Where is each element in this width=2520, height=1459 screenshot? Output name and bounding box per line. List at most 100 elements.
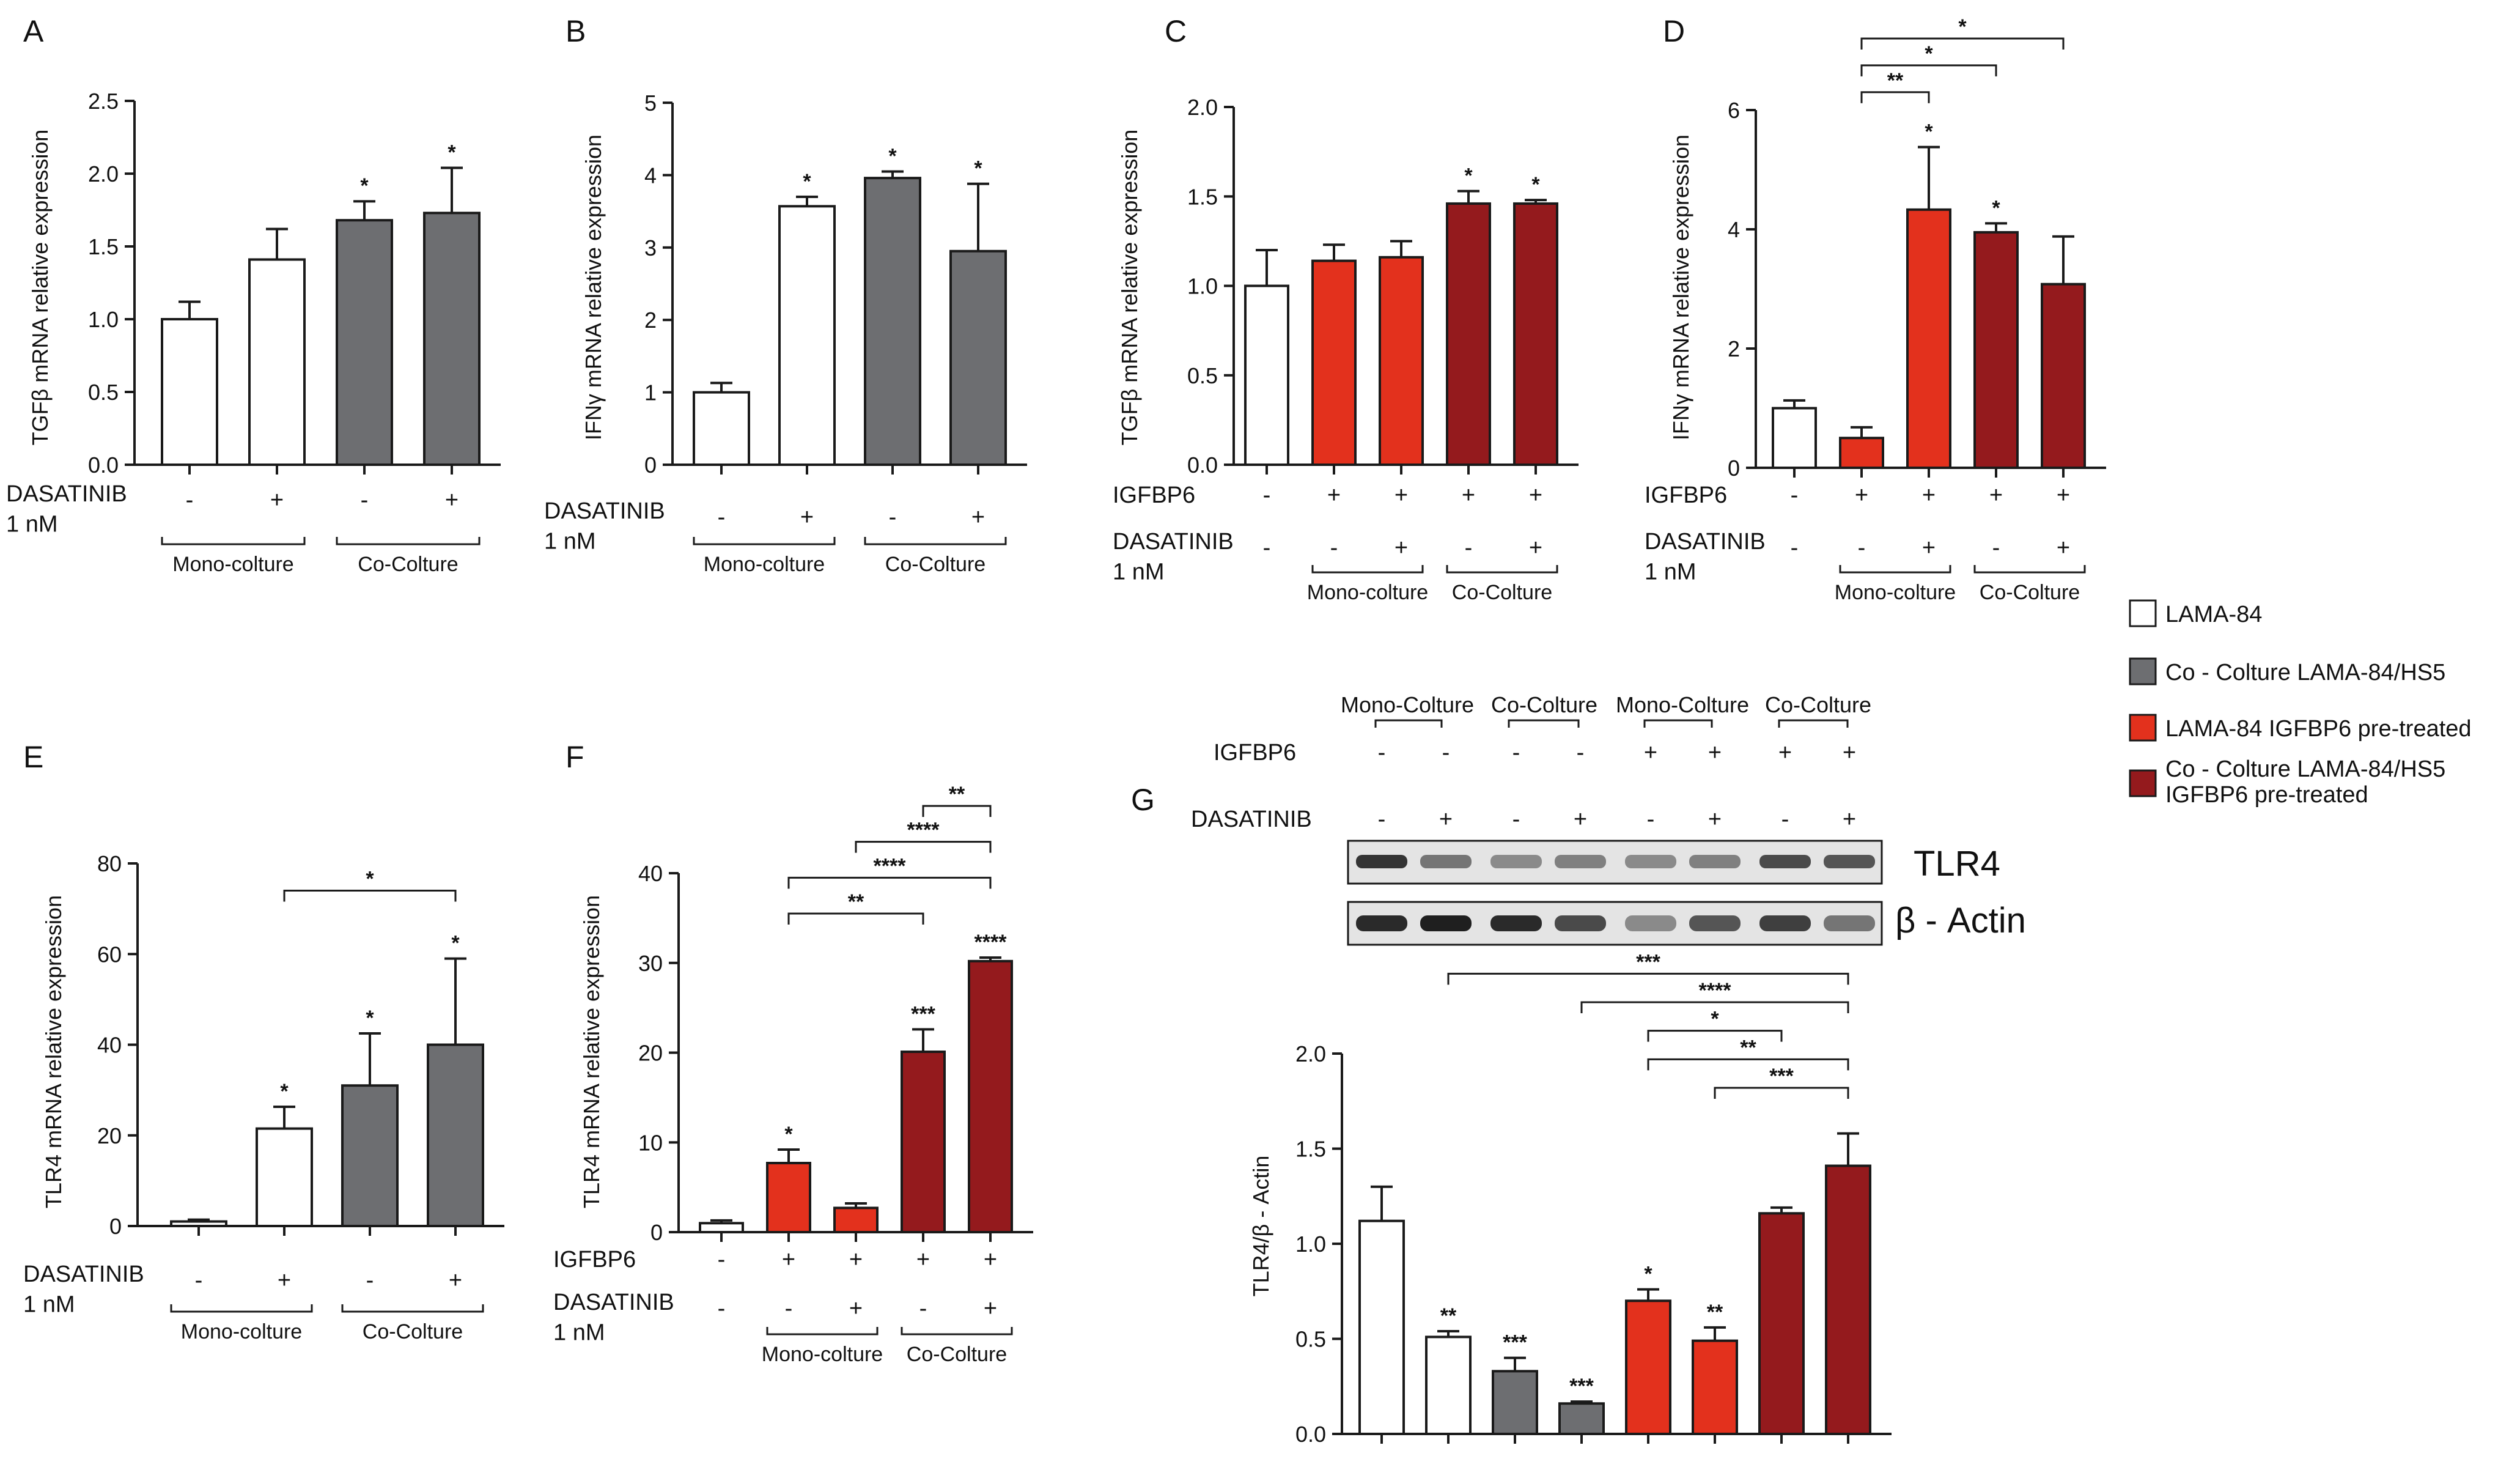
group-label: Mono-colture [181,1320,302,1343]
treatment-sign: + [1394,482,1408,508]
blot-group-label: Mono-Colture [1341,692,1474,717]
group-bracket [693,537,836,545]
comparison-label: ** [1887,69,1904,92]
bar [161,318,218,466]
bar [1244,284,1289,466]
significance-label: * [1464,164,1473,187]
blot-group-label: Co-Colture [1491,692,1597,717]
chart-panel-c: 0.0 0.5 1.0 1.5 2.0 * * IGFBP6 - + + + + DASATINIB 1 n… [1113,95,1579,604]
y-tick-label: 0.0 [1295,1422,1326,1447]
bar [336,219,393,466]
y-tick-label: 0 [1728,456,1740,481]
y-tick-label: 30 [638,951,663,976]
treatment-sign: - [366,1268,374,1293]
bar [901,1051,946,1233]
significance-label: * [888,144,897,168]
y-tick-label: 2.0 [1187,95,1218,120]
treatment-sign: - [718,1296,726,1321]
y-tick-label: 6 [1728,98,1740,123]
treatment-sign: - [785,1296,793,1321]
panel-letter-e: E [23,740,43,774]
legend-swatch [2129,657,2157,685]
comparison-bracket [1860,37,2065,50]
bar [1839,437,1884,469]
bar [1558,1402,1605,1435]
blot-bands [1356,855,1875,931]
y-tick-label: 10 [638,1130,663,1155]
bar [170,1220,227,1228]
treatment-sign: - [195,1268,203,1293]
treatment-sign: + [1855,482,1868,508]
y-tick-label: 0 [650,1220,663,1245]
group-bracket [1311,565,1424,574]
group-bracket [1839,565,1951,574]
comparison-label: * [366,867,374,890]
treatment-sign: - [1791,535,1799,561]
bar [864,177,921,466]
treatment-sign: + [971,504,985,530]
blot-igfbp6-sign: + [1708,740,1722,766]
blot-group-bracket [1778,719,1849,728]
blot-band-tlr4 [1824,855,1875,868]
y-tick-label: 80 [97,851,122,876]
bar [1358,1219,1405,1436]
bar [248,258,306,466]
treatment-sign: + [445,487,459,513]
treatment-sign: - [1263,535,1271,561]
blot-group-label: Mono-Colture [1616,692,1749,717]
significance-label: * [1531,173,1540,196]
y-axis-title-g: TLR4/β - Actin [1248,1156,1273,1297]
treatment-row-label: IGFBP6 [1113,482,1195,508]
group-label: Co-Colture [1452,581,1552,604]
legend-label: Co - Colture LAMA-84/HS5 [2165,660,2445,685]
comparison-bracket [1447,972,1849,985]
blot-igfbp6-sign: - [1442,740,1450,766]
treatment-sign: + [2057,535,2070,561]
chart-panel-a: 0.0 0.5 1.0 1.5 2.0 2.5 * * DASATINIB 1 nM - + - + Mon… [6,89,501,576]
bar [693,391,750,466]
blot-band-actin [1420,915,1472,931]
blot-dasatinib-sign: - [1781,807,1789,832]
treatment-sign: + [1394,535,1408,561]
y-axis-title-a: TGFβ mRNA relative expression [28,130,53,446]
treatment-sign: + [984,1296,997,1321]
treatment-sign: - [718,504,726,530]
blot-band-tlr4 [1356,855,1407,868]
y-tick-label: 40 [97,1033,122,1058]
y-tick-label: 2.0 [88,161,119,187]
y-axis-title-e: TLR4 mRNA relative expression [41,895,66,1208]
blot-band-actin [1356,915,1407,931]
blot-band-tlr4 [1759,855,1811,868]
y-tick-label: 4 [644,163,657,188]
chart-panel-e: 0 20 40 60 80 * * * DASATINIB 1 nM - + - + Mono-coltur… [23,851,504,1343]
significance-label: * [803,170,811,193]
significance-label: * [360,174,369,198]
y-tick-label: 0.0 [1187,452,1218,478]
blot-group-label: Co-Colture [1765,692,1871,717]
treatment-sign: + [2057,482,2070,508]
bar [427,1043,484,1227]
blot-group-bracket [1508,719,1580,728]
significance-label: ** [1707,1301,1723,1324]
y-tick-label: 2.5 [88,89,119,114]
blot-band-actin [1490,915,1542,931]
blot-lanes: - - - - + + + + - + - + - + - + [1378,740,1856,832]
comparison-label: * [1925,42,1933,65]
legend: LAMA-84 Co - Colture LAMA-84/HS5 LAMA-84… [2129,599,2472,808]
bar [1311,259,1357,466]
group-bracket [864,537,1007,545]
treatment-sign: - [718,1247,726,1272]
treatment-sign: - [1858,535,1866,561]
legend-swatch [2129,599,2157,627]
treatment-sign: - [361,487,369,513]
comparison-bracket [922,805,992,817]
blot-igfbp6-sign: - [1512,740,1520,766]
y-axis-title-b: IFNγ mRNA relative expression [581,135,606,440]
blot-igfbp6-label: IGFBP6 [1214,740,1296,766]
panel-letter-b: B [566,14,586,48]
comparison-label: *** [1636,950,1660,973]
treatment-sign: + [849,1247,863,1272]
comparison-bracket [1647,1058,1849,1071]
blot-band-tlr4 [1555,855,1606,868]
